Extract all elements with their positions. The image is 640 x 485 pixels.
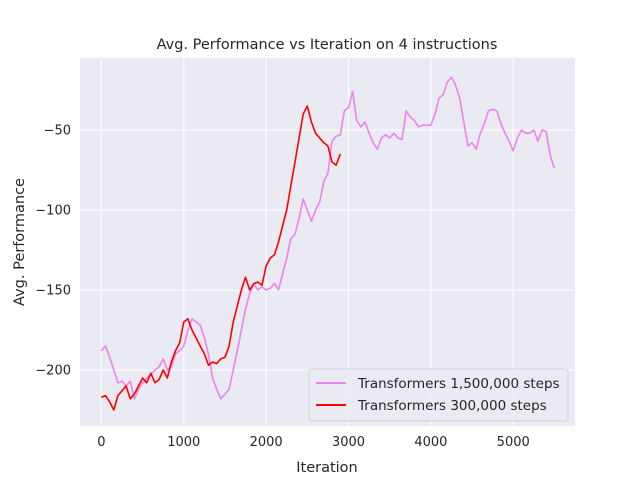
y-tick-label: −50 <box>44 124 71 139</box>
x-tick-label: 4000 <box>414 435 447 450</box>
x-tick-label: 5000 <box>497 435 530 450</box>
y-tick-label: −150 <box>35 284 71 299</box>
plot-area <box>80 58 575 426</box>
series-lines <box>100 76 556 411</box>
legend-label-1500k: Transformers 1,500,000 steps <box>357 376 560 392</box>
legend-box <box>308 368 569 422</box>
legend: Transformers 1,500,000 steps Transformer… <box>308 368 569 422</box>
x-tick-label: 0 <box>97 435 105 450</box>
y-tick-label: −200 <box>35 364 71 379</box>
x-axis-label: Iteration <box>296 460 358 476</box>
y-tick-label: −100 <box>35 204 71 219</box>
y-axis-label: Avg. Performance <box>12 178 28 306</box>
series-line-1500k <box>100 76 556 400</box>
tick-labels: 0 1000 2000 3000 4000 5000 −200 −150 −100 −50 <box>35 124 529 451</box>
series-line-300k <box>101 105 342 411</box>
x-tick-label: 1000 <box>167 435 200 450</box>
x-tick-label: 3000 <box>332 435 365 450</box>
chart-title: Avg. Performance vs Iteration on 4 instr… <box>157 37 498 53</box>
legend-label-300k: Transformers 300,000 steps <box>357 398 547 414</box>
x-tick-label: 2000 <box>250 435 283 450</box>
